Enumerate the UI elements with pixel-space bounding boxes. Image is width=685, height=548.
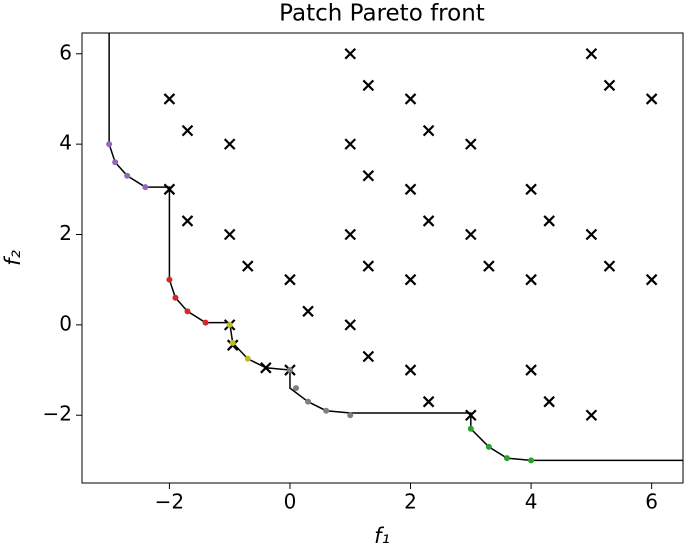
cross-point [543,395,555,408]
front-point [184,308,191,315]
cross-point [465,409,477,422]
cross-point [223,228,236,241]
cross-point [344,228,357,241]
cross-point [525,364,537,376]
x-tick-label: 4 [525,490,538,514]
cross-point [223,138,236,150]
x-tick-label: 2 [404,490,417,514]
cross-point [362,169,375,182]
cross-point [181,215,194,227]
front-point [244,355,251,362]
cross-point [543,215,555,227]
cross-point [603,79,616,92]
x-tick-label: 0 [284,490,297,514]
y-tick-label: 2 [59,221,72,245]
front-point [124,172,131,179]
cross-point [422,124,435,137]
cross-point [404,273,417,286]
y-tick-label: −2 [43,402,72,426]
x-axis-label: f₁ [374,524,390,548]
front-point [226,321,233,328]
cross-point [465,228,477,241]
cross-point [525,183,537,196]
cross-point [302,305,314,318]
front-point [305,398,312,405]
cross-point [585,48,598,60]
front-point [485,443,492,450]
front-point [286,367,293,374]
cross-point [404,93,417,105]
cross-point [585,228,598,241]
front-point [142,184,149,191]
chart-title: Patch Pareto front [279,1,485,27]
cross-point [603,260,616,272]
front-point [503,455,510,462]
cross-point [645,273,658,286]
front-point [347,412,354,419]
front-point [292,385,299,392]
cross-point [260,362,272,374]
cross-point [585,409,598,422]
x-tick-label: −2 [155,490,184,514]
front-point [112,159,119,166]
plot-frame [81,32,684,484]
cross-point [362,79,375,92]
y-tick-label: 6 [59,40,72,64]
front-point [166,276,173,283]
cross-point [362,350,375,363]
front-point [202,319,209,326]
cross-point [344,138,357,150]
cross-point [163,93,176,105]
y-axis-label: f₂ [1,250,25,266]
cross-point [525,273,537,286]
cross-point [422,395,435,408]
front-point [172,294,179,301]
plot-area [106,33,683,464]
cross-point [181,124,194,137]
y-tick-label: 4 [59,131,72,155]
pareto-front-line [108,33,683,462]
cross-point [163,183,176,196]
front-point [229,339,236,346]
cross-point [465,138,477,150]
cross-point [362,260,375,272]
cross-point [404,364,417,376]
front-point [467,425,474,432]
y-tick-label: 0 [59,311,72,335]
front-point [528,457,535,464]
cross-point [404,183,417,196]
cross-point [344,48,357,60]
front-point [323,407,330,414]
cross-point [241,260,254,272]
cross-point [422,215,435,227]
front-point [106,141,113,148]
cross-point [645,93,658,105]
cross-point [483,260,495,272]
cross-point [344,319,357,331]
x-tick-label: 6 [645,490,658,514]
cross-point [284,273,296,286]
